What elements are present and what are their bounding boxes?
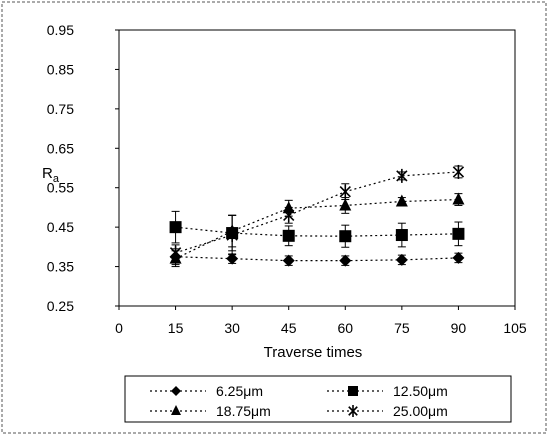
series-square: [169, 210, 465, 252]
asterisk-marker: [226, 228, 238, 243]
asterisk-marker: [283, 208, 295, 223]
square-marker: [348, 386, 358, 396]
legend-item: 6.25μm: [150, 383, 263, 399]
asterisk-marker: [339, 184, 351, 199]
square-marker: [339, 230, 352, 243]
legend-item: 25.00μm: [327, 403, 448, 419]
asterisk-marker: [348, 405, 358, 417]
y-tick-label: 0.25: [47, 298, 74, 314]
x-tick-label: 0: [115, 320, 123, 336]
asterisk-marker: [169, 245, 182, 260]
legend-item: 12.50μm: [327, 383, 448, 399]
y-tick-label: 0.75: [47, 101, 74, 117]
series-line: [175, 256, 459, 262]
diamond-marker: [395, 253, 408, 266]
plot-area: [118, 29, 516, 307]
legend-label: 12.50μm: [393, 383, 448, 399]
y-tick-label: 0.45: [47, 219, 74, 235]
series-asterisk: [169, 164, 465, 262]
x-axis-label: Traverse times: [264, 344, 363, 361]
y-tick-label: 0.95: [47, 22, 74, 38]
square-marker: [169, 221, 182, 234]
square-marker: [282, 229, 295, 242]
triangle-marker: [452, 192, 465, 205]
asterisk-marker: [396, 168, 408, 183]
legend-label: 18.75μm: [216, 403, 271, 419]
triangle-marker: [339, 198, 352, 211]
legend-label: 25.00μm: [393, 403, 448, 419]
y-tick-label: 0.65: [47, 140, 74, 156]
x-axis: 0 15 30 45 60 75 90 105: [115, 306, 527, 336]
diamond-marker: [171, 386, 181, 396]
diamond-marker: [452, 251, 465, 264]
legend-item: 18.75μm: [150, 403, 271, 419]
series-line: [175, 226, 459, 237]
square-marker: [395, 229, 408, 242]
x-tick-label: 15: [168, 320, 184, 336]
y-tick-label: 0.85: [47, 61, 74, 77]
asterisk-marker: [452, 164, 465, 179]
x-tick-label: 90: [451, 320, 467, 336]
diamond-marker: [339, 254, 352, 267]
series-line: [175, 198, 459, 260]
x-tick-label: 60: [337, 320, 353, 336]
y-tick-label: 0.35: [47, 259, 74, 275]
x-tick-label: 45: [281, 320, 297, 336]
y-axis-label: Ra: [42, 165, 60, 185]
y-axis: 0.25 0.35 0.45 0.55 0.65 0.75 0.85 0.95: [47, 22, 119, 314]
x-tick-label: 30: [224, 320, 240, 336]
x-tick-label: 105: [503, 320, 527, 336]
legend: 6.25μm 12.50μm 18.75μm 25.00μm: [150, 383, 448, 419]
x-tick-label: 75: [394, 320, 410, 336]
diamond-marker: [226, 252, 239, 265]
legend-box: [124, 375, 512, 423]
diamond-marker: [282, 254, 295, 267]
triangle-marker: [171, 405, 181, 415]
legend-label: 6.25μm: [216, 383, 263, 399]
square-marker: [452, 227, 465, 240]
y-tick-label: 0.55: [47, 180, 74, 196]
series-layer: [169, 164, 465, 268]
triangle-marker: [395, 194, 408, 207]
